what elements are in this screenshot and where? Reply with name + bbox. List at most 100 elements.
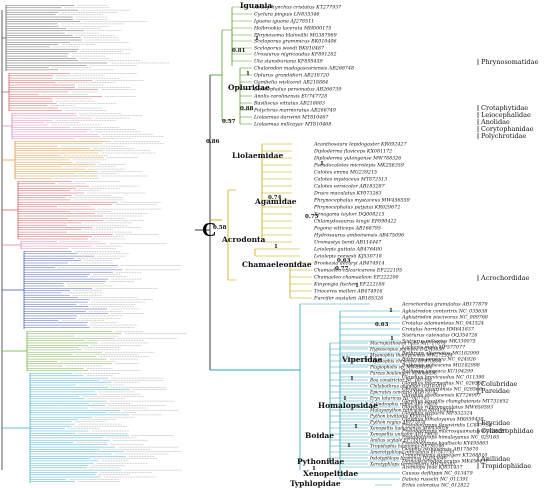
tip-label: Cylindrophis ruffus AB179619 [370, 403, 438, 408]
tip-label: Anilius scytale EF755181 [369, 439, 427, 444]
tip-label: Agkistrodon contortrix NC_035638 [401, 309, 487, 315]
tip-label: Xerotyphlops vermicularis MH745105 [369, 463, 455, 468]
tip-label: Chlamydosaurus kingii EF090422 [314, 219, 397, 225]
tip-label: Phrynocephalus mystaceus MW456559 [313, 198, 410, 204]
tip-labels: Amblyrhynchus cristatus KT277937Cyclura … [253, 5, 509, 488]
family-label: Aniliidae [480, 455, 510, 463]
tip-label: Epicrates cenchria MQ679742 [369, 391, 438, 396]
family-label: Colubridae [481, 380, 518, 388]
support-value: 1 [350, 376, 354, 382]
tip-label: Protobothrops kaulbacki KY495863 [401, 441, 488, 447]
tip-label: Myanophis thanlyinensis MW272534 [369, 354, 453, 359]
family-label: Acrochordidae [480, 274, 529, 282]
support-value: 1 [255, 36, 259, 42]
tip-label: Calotes emma MG239215 [314, 170, 377, 176]
clade-label-xenopeltidae: Xenopeltidae [303, 469, 358, 478]
tip-label: Echis coloratus NC_012822 [401, 483, 470, 488]
tip-label: Plagiopholis sp. MW694904 [369, 366, 432, 371]
support-value: 0.58 [213, 225, 227, 231]
tip-label: Bothrops jararaca NC_024926 [401, 357, 476, 363]
tip-label: Leiolepis guttata AB476400 [313, 247, 382, 253]
support-value: 1 [328, 458, 332, 464]
tip-label: Sistrurus miliarius MK330075 [402, 339, 476, 345]
family-label: Leiocephalidae [481, 111, 531, 119]
support-value: 0.81 [232, 48, 246, 54]
support-value: 1 [390, 336, 394, 342]
family-label: Phrynosomatidae [481, 58, 538, 66]
tip-label: Gloydius shedaoensis KT726997 [402, 393, 482, 399]
support-value: 1 [343, 396, 347, 402]
support-value: 0.75 [305, 214, 319, 220]
tip-label: Uta stansburiana KF895459 [254, 59, 323, 65]
clade-label-typhlopidae: Typhlopidae [290, 479, 341, 488]
family-label: Anolidae [480, 118, 510, 126]
support-value: 0.74 [268, 195, 282, 201]
tip-label: Pogona vitticeps AB166795 [313, 226, 381, 232]
tip-label: Sceloporus woodi BK010487 [254, 46, 325, 52]
family-label: Corytophanidae [481, 125, 534, 133]
clade-label-liolaemidae: Liolaemidae [232, 151, 283, 160]
tip-label: Agkistrodon piscivorus NC_009768 [401, 315, 488, 321]
tip-label: Liolaemus millcayac MT810468 [253, 122, 331, 128]
tip-label: Crotalus adamanteus NC_041524 [402, 321, 484, 327]
support-value: 0.77 [335, 266, 349, 272]
tip-label: Gloydius saxatilis changbaiensis MT73165… [402, 399, 509, 405]
tip-label: Urosaurus nigricaudus KF891282 [254, 52, 337, 58]
tip-label: Hypsiscopus plumbea DQ343650 [369, 348, 444, 353]
tip-label: Protobothrops mucrosquamatus KC438281 [401, 429, 507, 435]
tip-label: Bothrops pubescens MG182998 [401, 363, 480, 369]
tip-label: Sceloporus grammicus BK010406 [254, 39, 337, 45]
support-value: 1 [246, 71, 250, 77]
tip-label: Diploderma flaviceps KX081172 [313, 149, 392, 155]
tip-label: Oplurus grandidieri AB218720 [254, 73, 329, 79]
tip-label: Trioceros melleri AB474916 [314, 289, 383, 295]
clade-label-pythonidae: Pythonidae [297, 457, 344, 466]
tip-label: Cyclura pinguis LN835346 [254, 12, 319, 18]
tip-label: Chalarodon madagascariensis AB266748 [254, 66, 354, 72]
tip-label: Phrynosoma blainvillii MG387969 [253, 33, 337, 39]
tip-label: Leiocephalus personatus AB266739 [253, 87, 341, 93]
tip-label: Protobothrops himalayanus NC_029165 [401, 435, 499, 441]
tip-label: Holbrookia lacerata MH000175 [253, 26, 331, 32]
overview-tree-thumbnail [1, 5, 188, 483]
tip-label: Diploderma yulongense MW788326 [313, 156, 401, 162]
tip-label: Anolis carolinensis EU747728 [253, 94, 327, 100]
tip-label: Uromastyx benti AB114447 [314, 240, 382, 246]
tip-label: Xenopeltis unicolor AB179620 [369, 433, 438, 438]
tip-label: Acanthosaura lepidogaster KR092427 [313, 142, 407, 148]
support-value: 1 [312, 466, 316, 472]
family-label: Tropidophiidae [481, 462, 531, 470]
tip-label: Macropisthodon rudis MH717075 [369, 342, 446, 347]
tip-label: Causus defilippii NC_013479 [402, 471, 473, 477]
tip-label: Pseudocalotes microlepis MK256359 [313, 163, 404, 169]
tip-label: Chamaeleo calcaricarens EF222195 [314, 268, 402, 274]
tip-label: Amerotyphlops reticulatus EU747730 [369, 451, 454, 456]
tip-label: Malayopython reticulatus MH418033 [369, 409, 454, 414]
tip-label: Basiliscus vittatus AB218883 [253, 101, 325, 107]
support-value: 0.63 [337, 258, 351, 264]
family-label: Erycidae [481, 419, 510, 427]
tip-label: Gambelia wislizenii AB218884 [254, 80, 328, 86]
tip-label: Bothrops jararaca KU194299 [401, 369, 473, 375]
tip-label: Ovophis okinavensis AB175670 [402, 447, 478, 453]
tip-label: Myanophis chinensis OP970894 [369, 360, 442, 365]
tip-label: Liolaemus darwinii MT810467 [253, 115, 329, 121]
tip-label: Gloydius himalayanus MK659438 [402, 417, 484, 423]
tip-label: Pareas boulengeri MN066896 [369, 372, 437, 377]
tip-label: Indotyphlops braminus DQ343649 [369, 457, 447, 462]
tip-label: Chamaeleo chamaeleon EF222200 [314, 275, 399, 281]
tip-label: Furcifer oustaleti AB185326 [313, 296, 383, 302]
support-value: 1 [320, 161, 324, 167]
support-value: 0.86 [206, 139, 220, 145]
support-values: 1 0.81 1 0.88 0.57 0.86 0.74 1 0.75 0.58 1 0.63 0.77… [206, 36, 394, 472]
support-value: 0.63 [375, 322, 389, 328]
tip-label: Iguana iguana AJ278511 [253, 19, 314, 25]
tip-label: Boa constrictor NC_007398 [369, 379, 432, 384]
tip-label: Daboia russelii NC_011391 [401, 477, 468, 483]
tip-label: Python bivittatus KF010492 [369, 415, 433, 420]
tip-label: Azemiops feae KJ831437 [401, 465, 463, 471]
clade-label-opluridae: Opluridae [228, 83, 270, 92]
tip-label: Trimeresurus stejnegeri KT268810 [402, 453, 487, 459]
tip-label: Protobothrops flavoviridis LC837736 [401, 423, 492, 429]
